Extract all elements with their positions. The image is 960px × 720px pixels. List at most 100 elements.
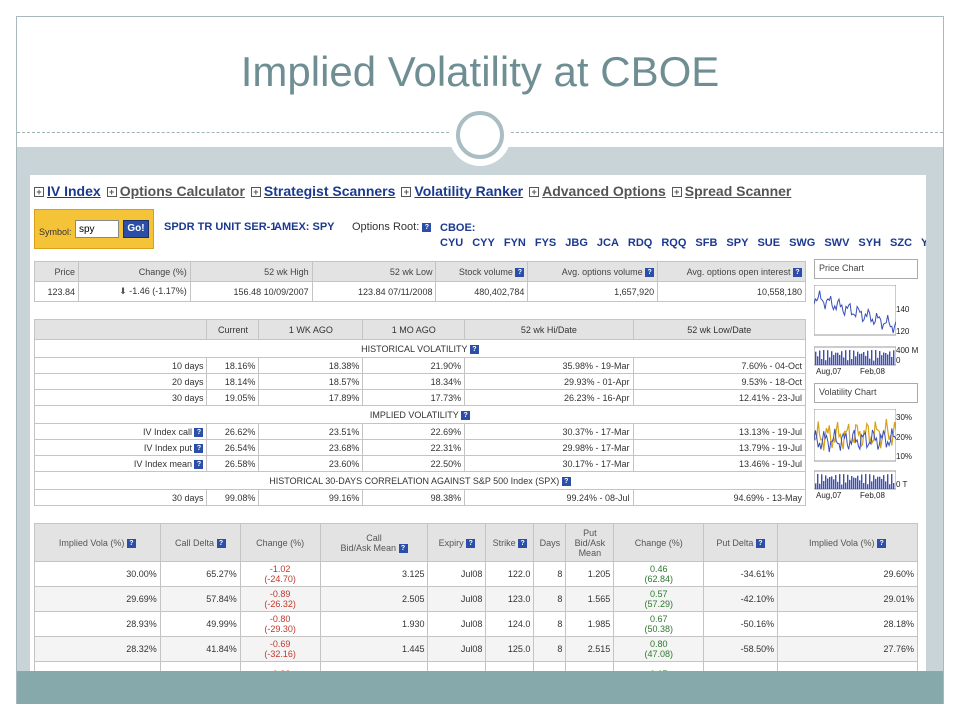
cboe-code-link[interactable]: SZC xyxy=(890,237,913,249)
nav-item-3[interactable]: + Volatility Ranker xyxy=(401,183,523,199)
cboe-code-link[interactable]: SWG xyxy=(789,237,816,249)
help-icon[interactable]: ? xyxy=(194,459,204,469)
vol-cell: 98.38% xyxy=(362,489,466,506)
help-icon[interactable]: ? xyxy=(194,443,204,453)
price-header-cell: Change (%) xyxy=(77,261,191,282)
vol-header-cell: 1 MO AGO xyxy=(362,319,466,340)
chain-cell: 1.445 xyxy=(319,636,429,662)
cboe-code-link[interactable]: SYH xyxy=(858,237,882,249)
volume-bar xyxy=(823,481,825,489)
nav-item-4[interactable]: + Advanced Options xyxy=(529,183,666,199)
chain-value: -58.50% xyxy=(740,644,775,654)
chain-cell: 124.0 xyxy=(485,611,535,637)
volume-bar xyxy=(891,474,893,489)
help-icon[interactable]: ? xyxy=(515,267,525,277)
vol-cell: 22.50% xyxy=(362,455,466,472)
volume-bar xyxy=(847,474,849,489)
help-icon[interactable]: ? xyxy=(518,538,528,548)
volume-bar xyxy=(861,474,863,489)
change-percent: (50.38) xyxy=(644,624,674,634)
volume-bar xyxy=(853,477,855,489)
vol-value: 30 days xyxy=(171,492,204,503)
chain-header-cell: Call Delta ? xyxy=(159,523,241,562)
cboe-code-link[interactable]: SWV xyxy=(824,237,850,249)
cboe-code-link[interactable]: RQQ xyxy=(661,237,687,249)
table-row: 29.69% 57.84% -0.89 (-26.32) 2.505 Jul08 123.0… xyxy=(34,586,918,612)
vol-header-cell xyxy=(33,319,208,340)
help-icon[interactable]: ? xyxy=(561,476,571,486)
chain-header-text: Change (%) xyxy=(256,537,305,548)
nav-item-0[interactable]: + IV Index xyxy=(34,183,101,199)
cboe-code-link[interactable]: SPY xyxy=(726,237,749,249)
chain-cell: 30.00% xyxy=(34,561,161,587)
chain-value: 3.125 xyxy=(401,569,425,579)
help-icon[interactable]: ? xyxy=(755,538,765,548)
chain-header-text: Change (%) xyxy=(634,537,683,548)
vol-value: 30.17% - 17-Mar xyxy=(562,458,630,469)
volume-bar xyxy=(829,357,831,365)
price-chart-label[interactable]: Price Chart xyxy=(814,259,918,279)
go-button[interactable]: Go! xyxy=(123,220,149,238)
cboe-code-link[interactable]: FYS xyxy=(534,237,557,249)
help-icon[interactable]: ? xyxy=(877,538,887,548)
vol-header-cell: 52 wk Hi/Date xyxy=(464,319,634,340)
chain-value: 30.00% xyxy=(126,569,157,579)
chain-cell: -58.50% xyxy=(703,636,779,662)
nav-item-5[interactable]: + Spread Scanner xyxy=(671,183,792,199)
price-chart-frame xyxy=(814,285,896,336)
chain-change-cell: 0.67 (50.38) xyxy=(613,611,705,637)
cboe-code-link[interactable]: JCA xyxy=(596,237,619,249)
nav-label: Spread Scanner xyxy=(684,183,792,199)
help-icon[interactable]: ? xyxy=(461,410,471,420)
nav-item-1[interactable]: + Options Calculator xyxy=(106,183,245,199)
price-header-text: 52 wk Low xyxy=(389,266,433,277)
cboe-code-link[interactable]: YAZ xyxy=(921,237,926,249)
nav-item-2[interactable]: + Strategist Scanners xyxy=(250,183,395,199)
chain-cell xyxy=(533,661,567,671)
section-title-text: HISTORICAL 30-DAYS CORRELATION AGAINST S… xyxy=(269,475,560,486)
chain-header-cell: Change (%) xyxy=(239,523,321,562)
cboe-code-link[interactable]: CBOE: CYU xyxy=(440,222,476,249)
table-row: IV Index mean ? 26.58% 23.60% 22.50% 30.17% … xyxy=(33,455,806,472)
volume-bar xyxy=(859,353,861,365)
vol-date-aug07: Aug,07 xyxy=(816,491,842,500)
vol-cell: 7.60% - 04-Oct xyxy=(632,357,806,374)
help-icon[interactable]: ? xyxy=(645,267,655,277)
vol-cell: 17.89% xyxy=(258,389,364,406)
vol-header-text: 1 MO AGO xyxy=(391,324,436,335)
volume-bar xyxy=(815,483,817,489)
volume-bar xyxy=(841,351,843,365)
cboe-code-link[interactable]: SUE xyxy=(757,237,781,249)
chain-cell xyxy=(777,661,918,671)
vol-cell: 23.51% xyxy=(258,423,364,440)
cboe-code-link[interactable]: SFB xyxy=(695,237,718,249)
volume-bar xyxy=(865,355,867,365)
help-icon[interactable]: ? xyxy=(793,267,802,277)
cboe-code-link[interactable]: RDQ xyxy=(627,237,653,249)
price-header-cell: Price xyxy=(34,261,79,282)
volume-bar xyxy=(825,360,827,365)
cboe-code-link[interactable]: FYN xyxy=(503,237,526,249)
symbol-input[interactable] xyxy=(75,220,119,238)
price-cell: 123.84 xyxy=(34,281,79,302)
chain-value: 122.0 xyxy=(507,569,531,579)
help-icon[interactable]: ? xyxy=(126,538,136,548)
help-icon[interactable]: ? xyxy=(422,223,432,232)
help-icon[interactable]: ? xyxy=(194,427,204,437)
help-icon[interactable]: ? xyxy=(469,344,479,354)
vol-value: 30 days xyxy=(171,392,204,403)
volatility-chart-label[interactable]: Volatility Chart xyxy=(814,383,918,403)
cboe-code-link[interactable]: JBG xyxy=(565,237,588,249)
help-icon[interactable]: ? xyxy=(398,543,408,553)
vol-value: 20 days xyxy=(171,376,204,387)
help-icon[interactable]: ? xyxy=(216,538,226,548)
vol-cell: 21.90% xyxy=(362,357,466,374)
chain-value: Jul08 xyxy=(460,619,483,629)
change-value: 0.80 xyxy=(649,639,668,649)
vol-cell: 20 days xyxy=(33,373,208,390)
volatility-table: Current 1 WK AGO 1 MO AGO 52 wk Hi/Date 52 w… xyxy=(33,319,806,506)
chain-header-cell: Days xyxy=(533,523,567,562)
help-icon[interactable]: ? xyxy=(466,538,476,548)
vol-value: 13.79% - 19-Jul xyxy=(738,442,802,453)
cboe-code-link[interactable]: CYY xyxy=(472,237,495,249)
